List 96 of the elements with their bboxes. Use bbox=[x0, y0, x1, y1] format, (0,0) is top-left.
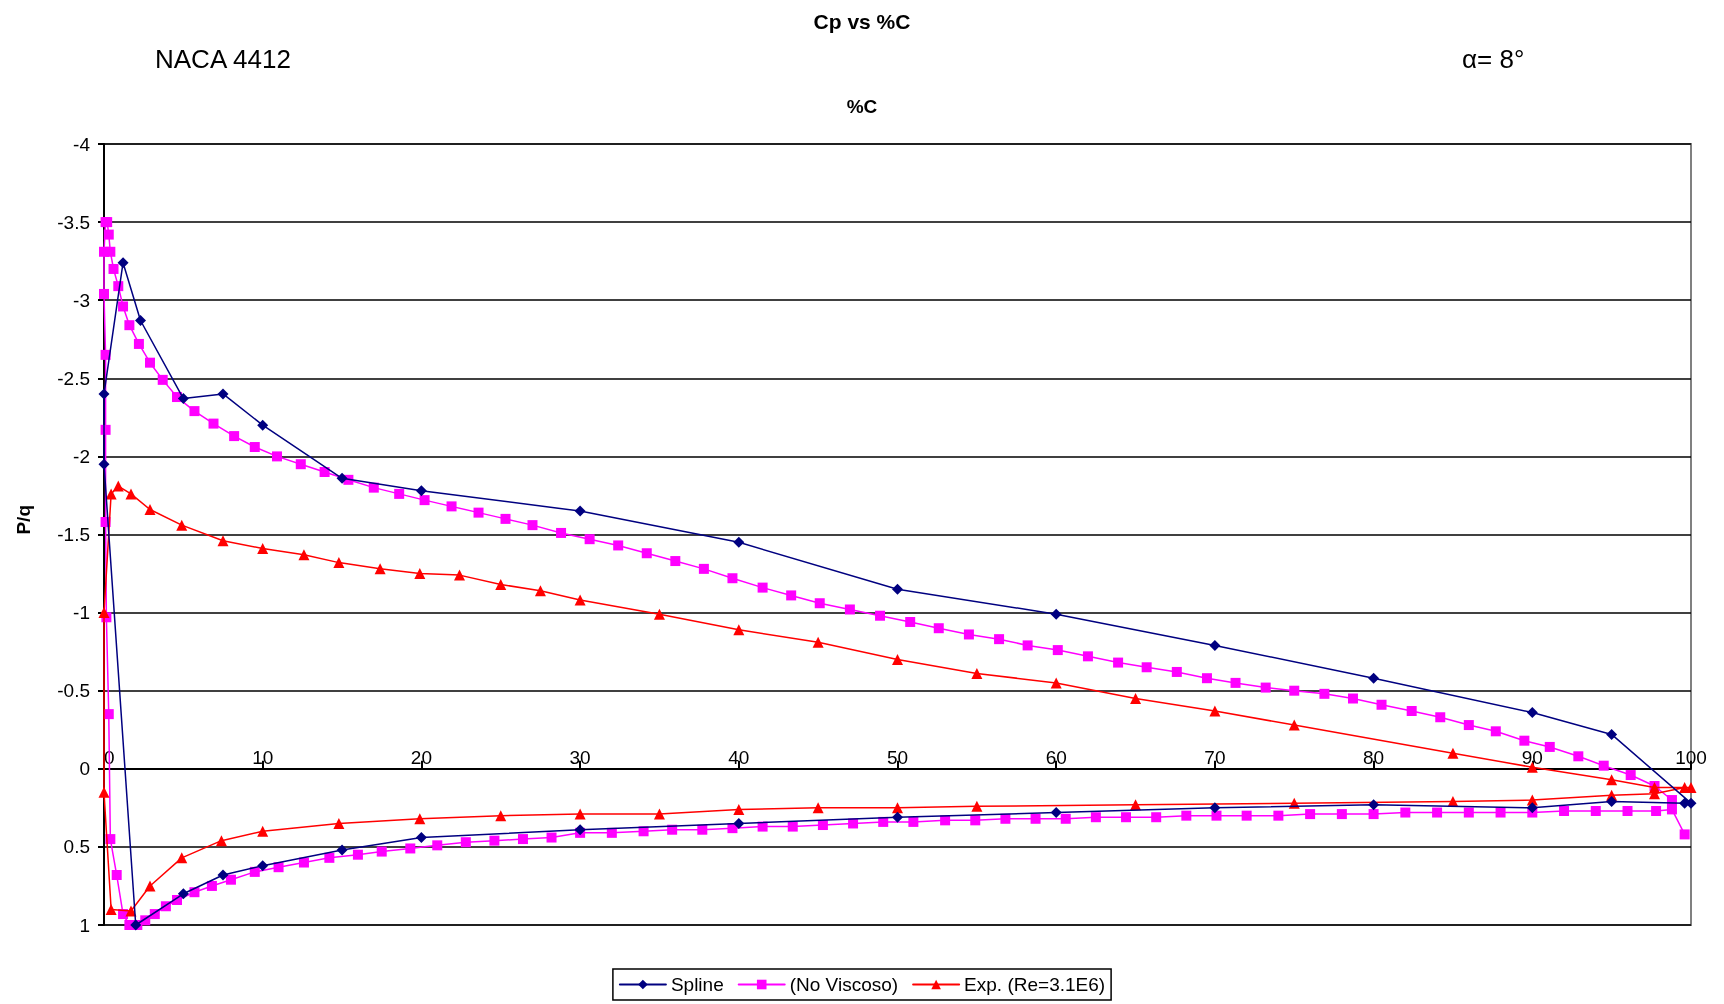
point bbox=[112, 480, 124, 492]
y-tick-label: -1 bbox=[73, 602, 90, 624]
point bbox=[892, 583, 903, 595]
point bbox=[217, 535, 229, 547]
point bbox=[415, 832, 427, 844]
point bbox=[1368, 799, 1380, 811]
point bbox=[1368, 672, 1380, 684]
point bbox=[105, 903, 117, 915]
legend-label: Spline bbox=[670, 974, 724, 995]
point bbox=[1130, 693, 1142, 705]
point bbox=[733, 536, 745, 548]
x-tick-label: 60 bbox=[1045, 746, 1067, 768]
point bbox=[1606, 796, 1618, 808]
text: α= 8° bbox=[1462, 44, 1525, 74]
point bbox=[733, 624, 745, 636]
point bbox=[653, 808, 665, 820]
point bbox=[336, 844, 348, 856]
point bbox=[176, 519, 188, 531]
point bbox=[574, 808, 586, 820]
point bbox=[574, 594, 586, 606]
point bbox=[217, 869, 229, 881]
point bbox=[1526, 802, 1538, 814]
point bbox=[1050, 677, 1062, 689]
y-tick-label: -1.5 bbox=[57, 524, 90, 545]
point bbox=[733, 817, 745, 829]
point bbox=[144, 880, 156, 892]
point bbox=[812, 636, 824, 648]
point bbox=[217, 388, 229, 400]
point bbox=[495, 810, 507, 822]
point bbox=[414, 568, 426, 580]
point bbox=[177, 888, 189, 900]
point bbox=[653, 608, 665, 620]
point bbox=[1209, 705, 1221, 717]
point bbox=[971, 668, 983, 680]
x-tick-label: 50 bbox=[886, 746, 909, 768]
point bbox=[257, 543, 269, 555]
y-tick-label: -4 bbox=[73, 133, 91, 155]
x-axis-title: %C bbox=[846, 96, 878, 117]
point bbox=[574, 505, 586, 517]
x-tick-label: 20 bbox=[410, 746, 432, 768]
point bbox=[257, 860, 269, 872]
point bbox=[1526, 707, 1538, 719]
legend-label: (No Viscoso) bbox=[789, 974, 899, 995]
x-tick-label: 80 bbox=[1363, 746, 1385, 768]
y-axis-title: P/q bbox=[13, 505, 34, 535]
point bbox=[892, 653, 903, 665]
point bbox=[98, 388, 110, 400]
point bbox=[414, 813, 426, 825]
point bbox=[453, 569, 465, 581]
point bbox=[534, 585, 546, 597]
chart-title: Cp vs %C bbox=[813, 10, 911, 33]
point bbox=[892, 811, 903, 823]
y-tick-label: -0.5 bbox=[57, 680, 90, 702]
point bbox=[1606, 774, 1618, 786]
point bbox=[333, 817, 345, 829]
y-tick-label: -3 bbox=[73, 289, 90, 311]
point bbox=[733, 803, 745, 815]
point bbox=[1209, 639, 1221, 651]
point bbox=[1209, 802, 1221, 814]
point bbox=[1447, 747, 1459, 759]
point bbox=[125, 488, 137, 500]
x-tick-label: 40 bbox=[728, 746, 750, 768]
point bbox=[257, 419, 269, 431]
y-tick-label: -2 bbox=[73, 445, 90, 467]
legend-label: Exp. (Re=3.1E6) bbox=[964, 974, 1106, 995]
point bbox=[1288, 719, 1300, 731]
point bbox=[495, 578, 507, 590]
y-tick-label: -2.5 bbox=[57, 367, 90, 389]
point bbox=[98, 786, 110, 798]
x-tick-label: 70 bbox=[1204, 746, 1226, 768]
point bbox=[892, 802, 903, 814]
x-tick-label: 10 bbox=[252, 746, 274, 768]
text: NACA 4412 bbox=[155, 44, 291, 74]
y-tick-label: -3.5 bbox=[57, 211, 90, 233]
point bbox=[177, 393, 189, 405]
y-tick-label: 1 bbox=[79, 914, 90, 936]
point bbox=[215, 835, 227, 847]
point bbox=[135, 315, 146, 327]
point bbox=[333, 557, 345, 569]
point bbox=[374, 563, 386, 575]
point bbox=[971, 800, 983, 812]
point bbox=[1050, 807, 1062, 819]
point bbox=[144, 504, 156, 516]
point bbox=[176, 852, 188, 864]
point bbox=[298, 549, 310, 561]
point bbox=[336, 472, 348, 484]
point bbox=[257, 825, 269, 837]
point bbox=[1050, 608, 1062, 620]
x-tick-label: 30 bbox=[569, 746, 591, 768]
point bbox=[117, 257, 129, 269]
point bbox=[812, 802, 824, 814]
x-tick-label: 100 bbox=[1675, 746, 1707, 768]
point bbox=[415, 485, 427, 497]
x-tick-label: 90 bbox=[1521, 746, 1543, 768]
point bbox=[1606, 728, 1618, 740]
y-tick-label: 0.5 bbox=[63, 836, 90, 858]
